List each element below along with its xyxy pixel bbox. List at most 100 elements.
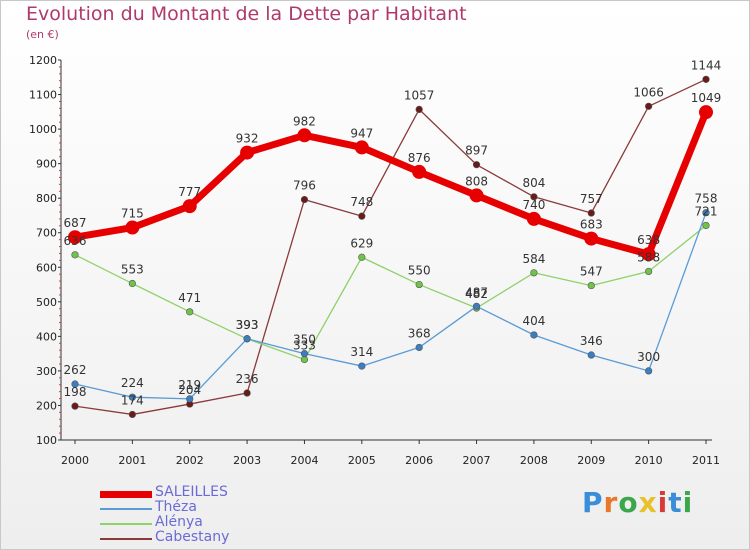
data-label: 471 — [178, 291, 201, 305]
data-point — [71, 251, 79, 259]
data-point — [530, 331, 538, 339]
data-label: 638 — [637, 233, 660, 247]
legend-swatch — [100, 538, 152, 540]
data-point — [128, 410, 136, 419]
logo-letter: r — [603, 486, 619, 519]
data-label: 758 — [695, 192, 718, 206]
data-label: 550 — [408, 264, 431, 278]
data-label: 947 — [350, 126, 373, 140]
series-line-théza — [74, 212, 707, 400]
legend-label: Théza — [155, 499, 197, 515]
data-point — [645, 267, 653, 276]
data-label: 808 — [465, 174, 488, 188]
logo-letter: o — [618, 486, 639, 519]
data-point — [584, 231, 599, 246]
data-label: 584 — [522, 252, 545, 266]
data-point — [300, 350, 309, 358]
data-point — [699, 105, 713, 120]
data-point — [125, 220, 140, 235]
data-point — [68, 230, 82, 245]
data-label: 1057 — [404, 88, 435, 102]
data-label: 757 — [580, 192, 603, 206]
data-point — [587, 209, 595, 217]
data-label: 804 — [522, 176, 545, 190]
legend-item: Cabestany — [100, 529, 300, 545]
data-label: 897 — [465, 144, 488, 158]
chart-subtitle: (en €) — [26, 28, 59, 41]
data-label: 553 — [121, 263, 144, 277]
y-tick-label: 1100 — [29, 89, 57, 102]
x-tick-label: 2001 — [118, 454, 146, 467]
data-label: 350 — [293, 333, 316, 347]
data-label: 715 — [121, 207, 144, 221]
data-point — [702, 209, 710, 217]
data-label: 314 — [350, 345, 373, 359]
data-point — [469, 188, 484, 203]
y-tick-label: 200 — [36, 399, 57, 412]
logo-letter: i — [682, 486, 694, 519]
data-label: 748 — [350, 195, 373, 209]
data-label: 796 — [293, 179, 316, 193]
data-label: 687 — [64, 216, 87, 230]
data-point — [702, 221, 710, 230]
data-point — [297, 128, 312, 143]
y-tick-label: 100 — [36, 434, 57, 447]
data-label: 982 — [293, 114, 316, 128]
series-line-saleilles — [71, 108, 710, 258]
legend-swatch — [100, 491, 152, 498]
x-tick-label: 2006 — [405, 454, 433, 467]
legend-swatch — [100, 508, 152, 510]
legend-label: Alénya — [155, 514, 203, 530]
data-label: 1049 — [691, 91, 722, 105]
data-label: 236 — [236, 372, 259, 386]
data-point — [587, 351, 595, 359]
data-point — [415, 280, 423, 289]
data-label: 487 — [465, 285, 488, 299]
logo-letter: x — [638, 486, 658, 519]
y-tick-label: 700 — [36, 227, 57, 240]
data-label: 346 — [580, 334, 603, 348]
legend-swatch — [100, 523, 152, 525]
data-label: 876 — [408, 151, 431, 165]
data-point — [645, 102, 653, 110]
data-label: 740 — [522, 198, 545, 212]
data-label: 404 — [522, 314, 545, 328]
data-point — [472, 161, 481, 169]
y-tick-label: 300 — [36, 365, 57, 378]
data-label: 393 — [236, 318, 259, 332]
series-line-alénya — [74, 224, 707, 361]
data-label: 174 — [121, 393, 144, 407]
y-tick-label: 400 — [36, 330, 57, 343]
data-point — [526, 211, 541, 226]
x-tick-label: 2009 — [577, 454, 605, 467]
y-tick-label: 1000 — [29, 123, 57, 136]
data-label: 393 — [236, 318, 259, 332]
x-tick-label: 2008 — [520, 454, 548, 467]
legend-item: Théza — [100, 499, 300, 515]
data-label: 588 — [637, 250, 660, 264]
data-point — [358, 253, 366, 261]
legend-label: Cabestany — [155, 529, 230, 545]
data-point — [645, 367, 653, 375]
data-label: 777 — [178, 185, 201, 199]
chart-title: Evolution du Montant de la Dette par Hab… — [26, 3, 467, 25]
data-point — [415, 343, 423, 352]
data-point — [71, 402, 79, 410]
x-tick-label: 2000 — [61, 454, 89, 467]
data-label: 547 — [580, 265, 603, 279]
logo-letter: i — [657, 486, 669, 519]
logo-letter: t — [668, 486, 683, 519]
data-point — [702, 75, 710, 83]
data-point — [128, 393, 136, 401]
data-point — [530, 193, 538, 201]
data-point — [243, 335, 251, 343]
y-tick-label: 1200 — [29, 54, 57, 67]
data-point — [415, 105, 423, 113]
data-point — [128, 279, 136, 288]
data-point — [472, 302, 481, 310]
data-point — [354, 140, 369, 155]
data-point — [358, 212, 366, 220]
data-label: 1066 — [633, 85, 664, 99]
